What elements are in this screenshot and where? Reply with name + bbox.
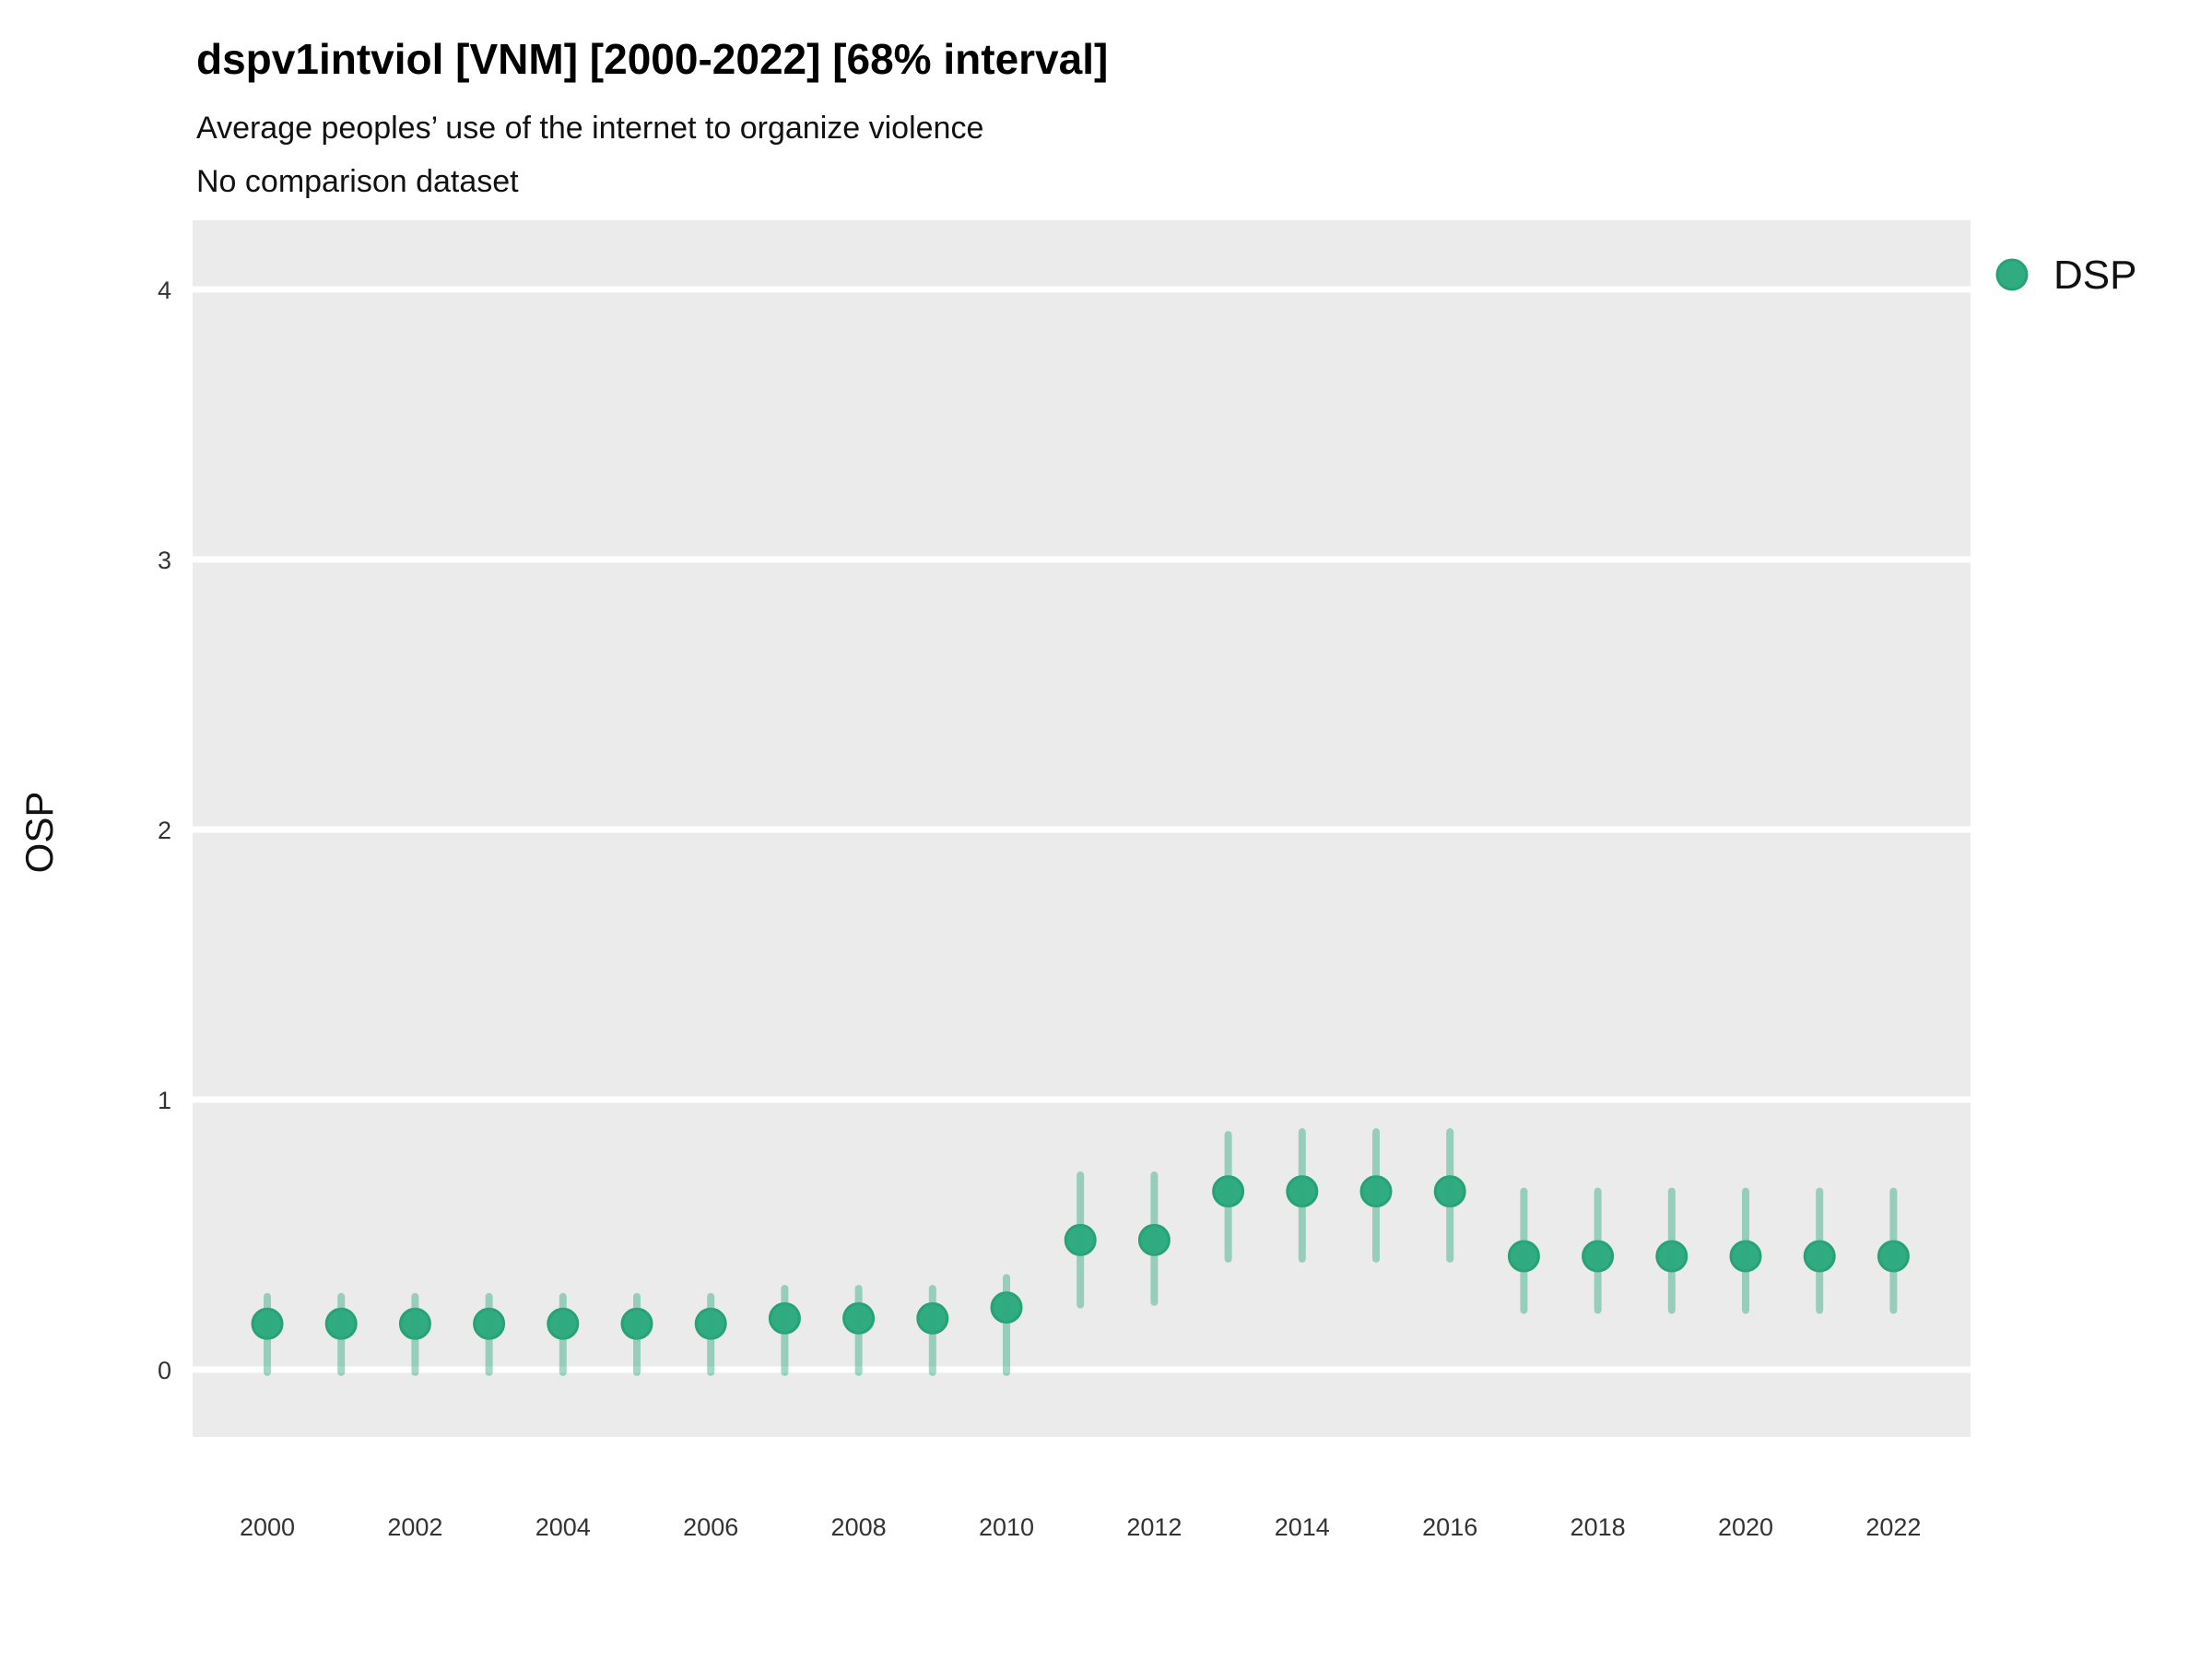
x-tick-label: 2022 — [1865, 1513, 1921, 1541]
x-tick-label: 2000 — [240, 1513, 295, 1541]
data-point-2017 — [1507, 1240, 1540, 1273]
data-point-2003 — [473, 1307, 506, 1340]
x-tick-label: 2010 — [979, 1513, 1034, 1541]
data-point-2007 — [768, 1301, 801, 1335]
data-point-2006 — [694, 1307, 727, 1340]
data-point-2012 — [1137, 1223, 1171, 1256]
y-tick-label: 2 — [158, 817, 171, 844]
data-point-2001 — [324, 1307, 358, 1340]
chart-subtitle: Average peoples’ use of the internet to … — [196, 111, 983, 146]
data-point-2014 — [1286, 1175, 1319, 1208]
data-point-2021 — [1803, 1240, 1836, 1273]
gridlines-layer — [193, 286, 1971, 1373]
y-axis-title: OSP — [18, 792, 61, 874]
chart-title: dspv1intviol [VNM] [2000-2022] [68% inte… — [196, 35, 1108, 83]
legend-key-icon — [1995, 258, 2029, 291]
x-tick-label: 2016 — [1422, 1513, 1477, 1541]
data-point-2015 — [1359, 1175, 1393, 1208]
x-tick-label: 2008 — [831, 1513, 887, 1541]
data-point-2005 — [620, 1307, 653, 1340]
legend-label: DSP — [2053, 253, 2136, 298]
data-point-2004 — [547, 1307, 580, 1340]
data-point-2020 — [1729, 1240, 1762, 1273]
data-point-2008 — [842, 1301, 876, 1335]
data-point-2022 — [1877, 1240, 1910, 1273]
data-point-2010 — [990, 1291, 1023, 1324]
data-point-2013 — [1212, 1175, 1245, 1208]
x-axis-tick-labels: 2000 2002 2004 2006 2008 2010 2012 2014 2016 2018… — [240, 1513, 1921, 1541]
x-tick-label: 2012 — [1126, 1513, 1182, 1541]
y-tick-label: 1 — [158, 1087, 171, 1114]
legend: DSP — [1995, 253, 2136, 298]
x-tick-label: 2014 — [1275, 1513, 1330, 1541]
data-point-2018 — [1582, 1240, 1615, 1273]
y-tick-label: 4 — [158, 276, 171, 304]
data-point-2019 — [1655, 1240, 1688, 1273]
data-point-2011 — [1064, 1223, 1097, 1256]
x-tick-label: 2002 — [387, 1513, 442, 1541]
x-tick-label: 2004 — [535, 1513, 591, 1541]
y-tick-label: 3 — [158, 547, 171, 574]
x-tick-label: 2006 — [683, 1513, 738, 1541]
data-point-2009 — [916, 1301, 949, 1335]
x-tick-label: 2020 — [1718, 1513, 1773, 1541]
chart-note: No comparison dataset — [196, 164, 519, 199]
y-tick-label: 0 — [158, 1357, 171, 1384]
y-axis-tick-labels: 0 1 2 3 4 — [158, 276, 171, 1384]
data-point-2016 — [1433, 1175, 1466, 1208]
data-point-2000 — [251, 1307, 284, 1340]
data-point-2002 — [398, 1307, 431, 1340]
x-tick-label: 2018 — [1571, 1513, 1626, 1541]
series-layer — [251, 1128, 1910, 1376]
